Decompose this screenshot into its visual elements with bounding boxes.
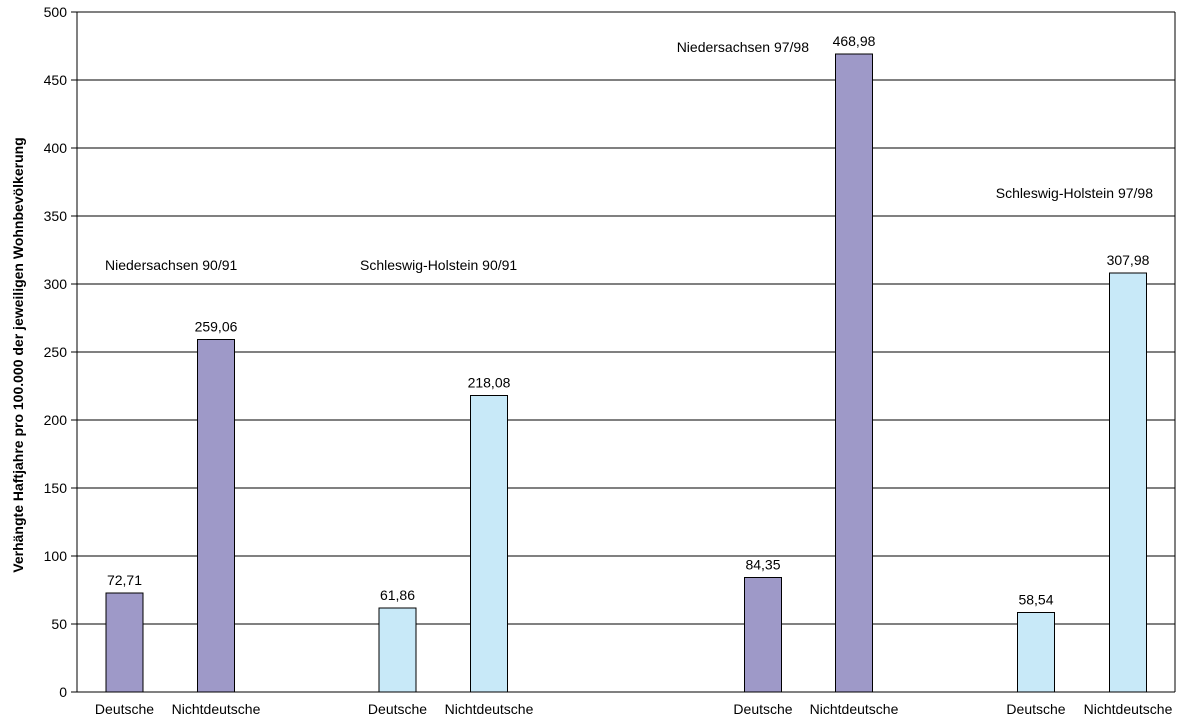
bar [197, 339, 235, 693]
bar-value-label: 307,98 [1107, 252, 1150, 268]
bar-value-label: 259,06 [195, 319, 238, 335]
bar-value-label: 72,71 [107, 572, 142, 588]
y-tick-label: 350 [44, 208, 68, 224]
gridlines [77, 11, 1175, 693]
bar [105, 592, 144, 693]
bar [835, 53, 873, 693]
y-tick-label: 0 [59, 684, 67, 700]
y-tick-label: 200 [44, 412, 68, 428]
group-label: Schleswig-Holstein 90/91 [360, 257, 517, 273]
y-axis-title: Verhängte Haftjahre pro 100.000 der jewe… [10, 137, 26, 572]
bar [1017, 611, 1055, 693]
x-category-label: Nichtdeutsche [445, 701, 534, 717]
group-label: Niedersachsen 90/91 [105, 257, 238, 273]
x-category-label: Deutsche [733, 701, 792, 717]
x-category-label: Deutsche [368, 701, 427, 717]
bar [744, 576, 782, 693]
bar-value-label: 468,98 [833, 33, 876, 49]
bar-value-label: 61,86 [380, 587, 415, 603]
y-tick-label: 250 [44, 344, 68, 360]
y-tick-label: 400 [44, 140, 68, 156]
y-tick-label: 450 [44, 72, 68, 88]
y-tick-label: 500 [44, 4, 68, 20]
x-category-label: Nichtdeutsche [172, 701, 261, 717]
bars [105, 53, 1147, 693]
y-tick-label: 150 [44, 480, 68, 496]
x-category-label: Nichtdeutsche [810, 701, 899, 717]
axes [71, 11, 1176, 693]
x-category-label: Deutsche [1006, 701, 1065, 717]
bar [1109, 272, 1147, 693]
x-category-label: Deutsche [95, 701, 154, 717]
group-label: Schleswig-Holstein 97/98 [996, 185, 1153, 201]
bar-value-label: 58,54 [1018, 591, 1053, 607]
bar [378, 607, 417, 693]
group-label: Niedersachsen 97/98 [677, 39, 810, 55]
y-tick-label: 300 [44, 276, 68, 292]
bar [470, 394, 508, 693]
bar-value-label: 218,08 [468, 374, 511, 390]
x-category-label: Nichtdeutsche [1084, 701, 1173, 717]
labels: 0 50 100 150 200 250 300 350 400 450 500 72,71 Deuts… [44, 4, 1173, 717]
y-tick-label: 100 [44, 548, 68, 564]
y-tick-label: 50 [51, 616, 67, 632]
bar-value-label: 84,35 [745, 556, 780, 572]
